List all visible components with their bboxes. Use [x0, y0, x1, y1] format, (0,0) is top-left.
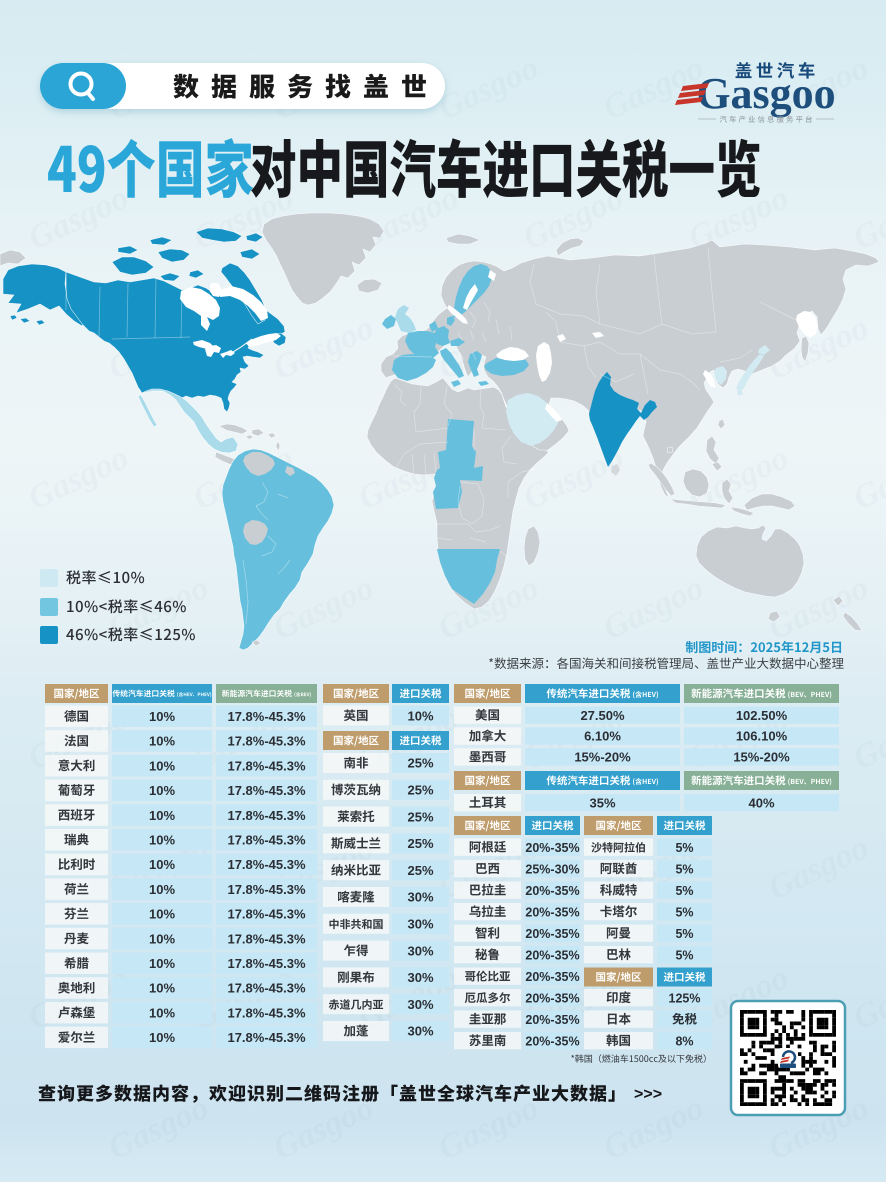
svg-text:Gasgoo: Gasgoo — [696, 69, 835, 118]
svg-text:106.10%: 106.10% — [736, 729, 788, 744]
svg-text:17.8%-45.3%: 17.8%-45.3% — [227, 709, 305, 724]
svg-text:20%-35%: 20%-35% — [525, 884, 579, 898]
svg-text:25%: 25% — [407, 836, 433, 851]
svg-text:5%: 5% — [675, 862, 693, 876]
svg-text:17.8%-45.3%: 17.8%-45.3% — [227, 1030, 305, 1045]
svg-text:17.8%-45.3%: 17.8%-45.3% — [227, 857, 305, 872]
svg-text:15%-20%: 15%-20% — [574, 750, 631, 765]
svg-text:40%: 40% — [748, 795, 774, 810]
svg-text:20%-35%: 20%-35% — [525, 1034, 579, 1048]
svg-text:25%: 25% — [407, 809, 433, 824]
svg-text:>>>: >>> — [634, 1086, 662, 1103]
svg-text:30%: 30% — [407, 1024, 433, 1039]
svg-text:30%: 30% — [407, 970, 433, 985]
svg-text:10%: 10% — [149, 956, 175, 971]
svg-text:10%: 10% — [407, 709, 433, 724]
svg-text:17.8%-45.3%: 17.8%-45.3% — [227, 882, 305, 897]
svg-text:30%: 30% — [407, 943, 433, 958]
svg-text:20%-35%: 20%-35% — [525, 841, 579, 855]
svg-text:17.8%-45.3%: 17.8%-45.3% — [227, 907, 305, 922]
svg-text:20%-35%: 20%-35% — [525, 905, 579, 919]
svg-text:17.8%-45.3%: 17.8%-45.3% — [227, 783, 305, 798]
svg-text:10%: 10% — [149, 734, 175, 749]
svg-text:25%-30%: 25%-30% — [525, 862, 579, 876]
svg-text:10%: 10% — [149, 857, 175, 872]
svg-text:17.8%-45.3%: 17.8%-45.3% — [227, 931, 305, 946]
svg-text:17.8%-45.3%: 17.8%-45.3% — [227, 833, 305, 848]
svg-text:102.50%: 102.50% — [736, 708, 788, 723]
svg-text:10%: 10% — [149, 1030, 175, 1045]
svg-text:20%-35%: 20%-35% — [525, 927, 579, 941]
svg-text:6.10%: 6.10% — [584, 729, 621, 744]
svg-text:17.8%-45.3%: 17.8%-45.3% — [227, 734, 305, 749]
svg-text:17.8%-45.3%: 17.8%-45.3% — [227, 808, 305, 823]
svg-text:10%: 10% — [149, 709, 175, 724]
svg-text:5%: 5% — [675, 948, 693, 962]
svg-text:30%: 30% — [407, 890, 433, 905]
svg-text:10%: 10% — [149, 981, 175, 996]
svg-text:10%: 10% — [149, 808, 175, 823]
svg-text:30%: 30% — [407, 997, 433, 1012]
svg-text:15%-20%: 15%-20% — [733, 750, 790, 765]
svg-text:10%: 10% — [149, 882, 175, 897]
svg-text:35%: 35% — [589, 795, 615, 810]
svg-text:5%: 5% — [675, 905, 693, 919]
svg-text:5%: 5% — [675, 927, 693, 941]
svg-text:17.8%-45.3%: 17.8%-45.3% — [227, 758, 305, 773]
svg-text:25%: 25% — [407, 863, 433, 878]
svg-text:10%: 10% — [149, 907, 175, 922]
svg-text:10%: 10% — [149, 758, 175, 773]
svg-text:10%: 10% — [149, 931, 175, 946]
svg-text:27.50%: 27.50% — [580, 708, 625, 723]
svg-text:20%-35%: 20%-35% — [525, 948, 579, 962]
svg-text:125%: 125% — [669, 991, 701, 1005]
svg-text:5%: 5% — [675, 884, 693, 898]
svg-text:17.8%-45.3%: 17.8%-45.3% — [227, 981, 305, 996]
svg-text:17.8%-45.3%: 17.8%-45.3% — [227, 1005, 305, 1020]
svg-text:5%: 5% — [675, 841, 693, 855]
svg-text:20%-35%: 20%-35% — [525, 1013, 579, 1027]
svg-text:10%: 10% — [149, 783, 175, 798]
svg-text:10%: 10% — [149, 833, 175, 848]
svg-text:17.8%-45.3%: 17.8%-45.3% — [227, 956, 305, 971]
svg-text:25%: 25% — [407, 756, 433, 771]
svg-text:8%: 8% — [675, 1034, 693, 1048]
svg-text:25%: 25% — [407, 783, 433, 798]
svg-text:30%: 30% — [407, 917, 433, 932]
svg-text:10%: 10% — [149, 1005, 175, 1020]
svg-text:20%-35%: 20%-35% — [525, 991, 579, 1005]
svg-text:20%-35%: 20%-35% — [525, 970, 579, 984]
